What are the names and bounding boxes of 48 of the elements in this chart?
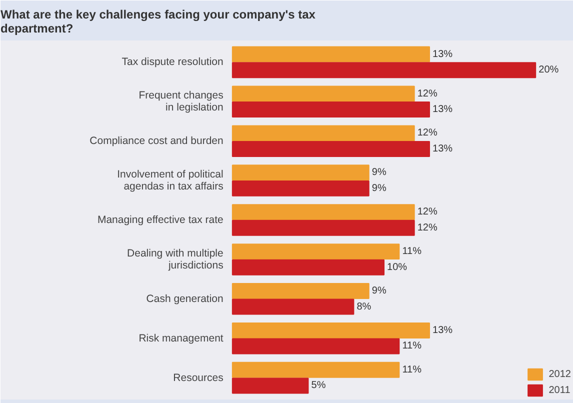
bar (232, 62, 536, 78)
bar (232, 244, 400, 260)
y-tick-label: Compliance cost and burden (90, 135, 224, 148)
bar (232, 220, 415, 236)
data-label: 13% (432, 48, 453, 60)
bar (232, 362, 400, 378)
chart-title: What are the key challenges facing your company's tax department? (0, 8, 316, 36)
bar (232, 283, 370, 300)
data-label: 12% (417, 128, 438, 139)
bar (232, 338, 400, 354)
data-label: 5% (311, 380, 326, 392)
data-label: 13% (432, 104, 453, 116)
bar (232, 164, 370, 181)
data-label: 11% (402, 340, 422, 352)
bar (232, 322, 430, 338)
bar (232, 204, 415, 220)
bar (232, 140, 430, 157)
y-tick-label: Cash generation (146, 292, 224, 305)
data-label: 20% (538, 64, 559, 76)
data-label: 9% (372, 167, 386, 178)
bar (232, 102, 430, 118)
data-label: 11% (402, 364, 422, 376)
bar (232, 125, 415, 142)
data-label: 12% (417, 88, 438, 100)
bar (232, 378, 309, 394)
bar (232, 259, 385, 276)
data-label: 12% (417, 222, 438, 234)
y-tick-label: Managing effective tax rate (97, 214, 224, 226)
bar (232, 180, 370, 196)
bar (232, 298, 354, 315)
y-tick-label: Involvement of political agendas in tax affairs (117, 168, 224, 193)
y-tick-label: Dealing with multiple jurisdictions (127, 247, 224, 272)
bar (232, 46, 430, 62)
data-label: 9% (372, 286, 386, 297)
bar (232, 86, 415, 102)
data-label: 10% (387, 262, 408, 273)
legend-label: 2011 (548, 384, 570, 396)
y-tick-label: Tax dispute resolution (122, 56, 224, 68)
data-label: 12% (417, 206, 438, 218)
y-tick-label: Resources (173, 372, 224, 384)
data-label: 13% (432, 324, 453, 336)
y-tick-label: Risk management (138, 332, 224, 344)
data-label: 11% (402, 246, 422, 258)
legend-label: 2012 (548, 368, 571, 380)
y-tick-label: Frequent changes in legislation (138, 90, 224, 114)
data-label: 9% (372, 182, 386, 194)
data-label: 8% (356, 301, 372, 312)
data-label: 13% (432, 143, 453, 154)
